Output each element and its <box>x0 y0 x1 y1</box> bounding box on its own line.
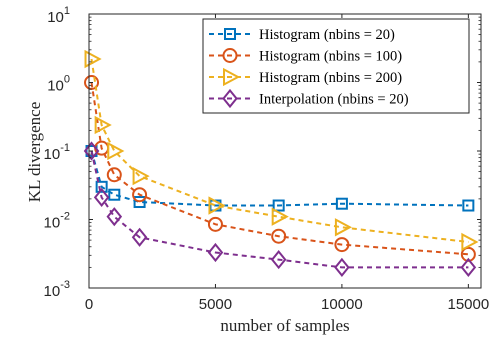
y-tick-label: 10-2 <box>44 211 70 232</box>
x-tick-label: 0 <box>85 296 93 313</box>
legend-marker <box>224 28 236 40</box>
data-point <box>132 187 148 203</box>
y-tick-label: 100 <box>47 74 70 95</box>
data-point <box>270 249 287 270</box>
data-point <box>133 196 146 209</box>
data-point <box>334 218 353 237</box>
data-point <box>208 196 226 215</box>
data-point <box>83 141 100 161</box>
data-point <box>334 237 350 253</box>
x-tick-label: 5000 <box>199 296 232 313</box>
data-point <box>271 207 289 226</box>
legend-label: Histogram (nbins = 20) <box>259 27 395 43</box>
legend-label: Interpolation (nbins = 20) <box>259 92 409 108</box>
series-line <box>90 82 469 256</box>
data-point <box>462 199 475 212</box>
y-tick-label: 10-1 <box>44 142 70 163</box>
data-point <box>460 257 477 277</box>
data-point <box>335 197 348 210</box>
data-point <box>94 115 112 135</box>
legend-marker <box>222 48 238 63</box>
data-point <box>131 227 148 247</box>
legend-label: Histogram (nbins = 100) <box>259 49 402 65</box>
data-point <box>207 216 223 232</box>
data-point <box>106 167 122 183</box>
data-point <box>132 166 150 186</box>
data-point <box>95 180 108 193</box>
data-point <box>84 75 100 90</box>
data-point <box>107 141 125 161</box>
legend-marker <box>223 67 241 87</box>
series-line <box>90 150 469 207</box>
series-4 <box>83 141 477 277</box>
series-line <box>90 58 469 243</box>
data-point <box>108 188 121 201</box>
legend-label: Histogram (nbins = 200) <box>259 70 402 86</box>
series-3 <box>84 49 479 252</box>
data-point <box>84 49 102 69</box>
data-point <box>271 228 287 244</box>
x-axis-label: number of samples <box>220 316 349 335</box>
data-point <box>334 257 350 277</box>
series-layer <box>83 49 479 277</box>
data-point <box>93 187 110 208</box>
data-point <box>272 199 285 212</box>
ticks-layer: 0 5000 10000 15000 10-3 10-2 10-1 100 101 <box>44 5 490 313</box>
y-axis-label: KL divergence <box>25 102 44 203</box>
y-tick-label: 10-3 <box>44 279 70 300</box>
data-point <box>106 207 123 227</box>
y-tick-label: 101 <box>47 5 70 26</box>
legend-marker <box>222 88 238 109</box>
data-point <box>207 242 224 263</box>
series-line <box>90 150 469 269</box>
legend: Histogram (nbins = 20) Histogram (nbins =… <box>202 18 470 114</box>
data-point <box>461 232 479 252</box>
x-tick-label: 10000 <box>321 296 363 313</box>
x-tick-label: 15000 <box>447 296 489 313</box>
